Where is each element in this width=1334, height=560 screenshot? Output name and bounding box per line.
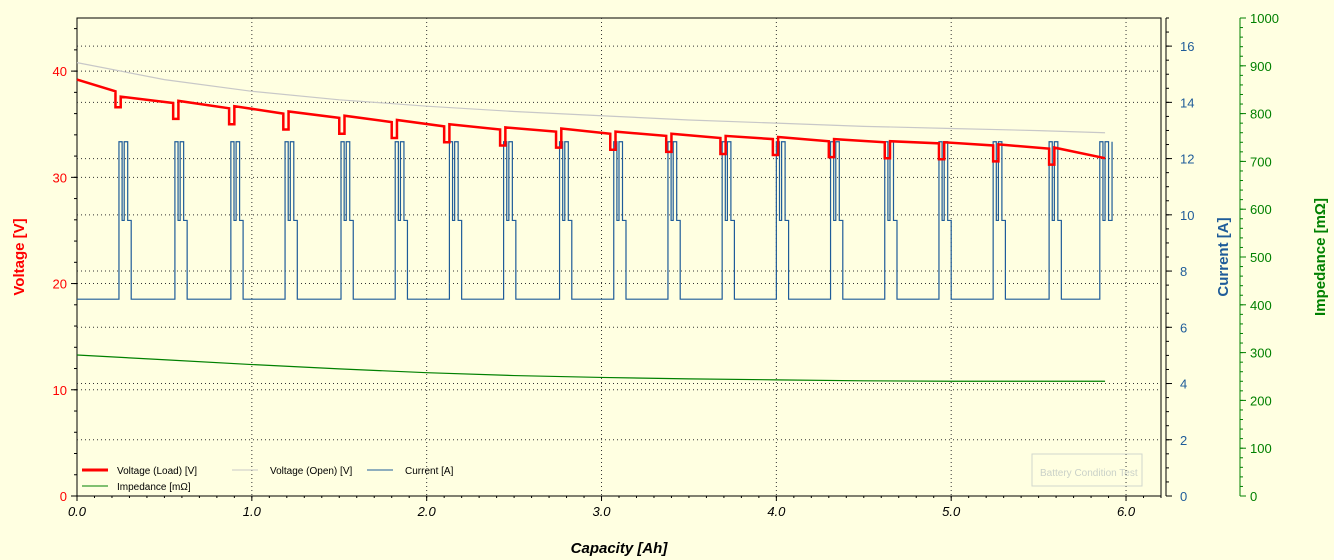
current-tick-label: 16 — [1180, 39, 1194, 54]
x-tick-label: 2.0 — [417, 504, 437, 519]
x-tick-label: 4.0 — [767, 504, 786, 519]
legend: Voltage (Load) [V] Voltage (Open) [V] Cu… — [82, 466, 454, 493]
watermark-frame — [1031, 453, 1143, 487]
legend-label-voltage-load: Voltage (Load) [V] — [117, 466, 197, 477]
current-tick-label: 4 — [1180, 377, 1187, 392]
impedance-tick-label: 100 — [1250, 441, 1272, 456]
legend-label-current: Current [A] — [405, 466, 454, 477]
current-tick-label: 10 — [1180, 208, 1194, 223]
current-tick-label: 0 — [1180, 489, 1187, 504]
x-tick-label: 5.0 — [942, 504, 961, 519]
current-axis-title: Current [A] — [1215, 217, 1232, 296]
x-tick-label: 6.0 — [1117, 504, 1136, 519]
current-tick-label: 6 — [1180, 320, 1187, 335]
voltage-tick-label: 0 — [60, 489, 67, 504]
voltage-tick-label: 40 — [53, 64, 67, 79]
plot-area — [76, 17, 1162, 497]
voltage-tick-label: 10 — [53, 383, 67, 398]
series-layer — [76, 62, 1113, 382]
series-voltage-load-line — [76, 78, 1106, 166]
impedance-tick-label: 400 — [1250, 298, 1272, 313]
impedance-tick-label: 1000 — [1250, 11, 1279, 26]
current-tick-label: 12 — [1180, 152, 1194, 167]
current-tick-label: 2 — [1180, 433, 1187, 448]
voltage-tick-label: 20 — [53, 277, 67, 292]
legend-label-impedance: Impedance [mΩ] — [117, 482, 191, 493]
impedance-tick-label: 200 — [1250, 393, 1272, 408]
voltage-axis-title: Voltage [V] — [11, 218, 28, 295]
axes-layer: 0.0 1.0 2.0 3.0 4.0 5.0 6.00102030400246810121… — [53, 11, 1279, 519]
legend-label-voltage-open: Voltage (Open) [V] — [270, 466, 352, 477]
impedance-tick-label: 0 — [1250, 489, 1257, 504]
watermark: Battery Condition Test — [1031, 453, 1143, 487]
current-tick-label: 14 — [1180, 95, 1194, 110]
current-tick-label: 8 — [1180, 264, 1187, 279]
series-current-line — [77, 141, 1113, 300]
impedance-tick-label: 700 — [1250, 154, 1272, 169]
x-tick-label: 3.0 — [592, 504, 611, 519]
impedance-tick-label: 800 — [1250, 107, 1272, 122]
impedance-tick-label: 500 — [1250, 250, 1272, 265]
grid-layer — [77, 18, 1161, 496]
x-axis-title: Capacity [Ah] — [571, 540, 669, 557]
series-impedance-line — [76, 354, 1106, 382]
impedance-tick-label: 900 — [1250, 59, 1272, 74]
x-tick-label: 0.0 — [68, 504, 87, 519]
voltage-tick-label: 30 — [53, 170, 67, 185]
impedance-tick-label: 300 — [1250, 346, 1272, 361]
impedance-tick-label: 600 — [1250, 202, 1272, 217]
watermark-text: Battery Condition Test — [1040, 468, 1138, 479]
impedance-axis-title: Impedance [mΩ] — [1312, 198, 1329, 316]
series-voltage-open-line — [76, 62, 1106, 134]
x-tick-label: 1.0 — [243, 504, 262, 519]
